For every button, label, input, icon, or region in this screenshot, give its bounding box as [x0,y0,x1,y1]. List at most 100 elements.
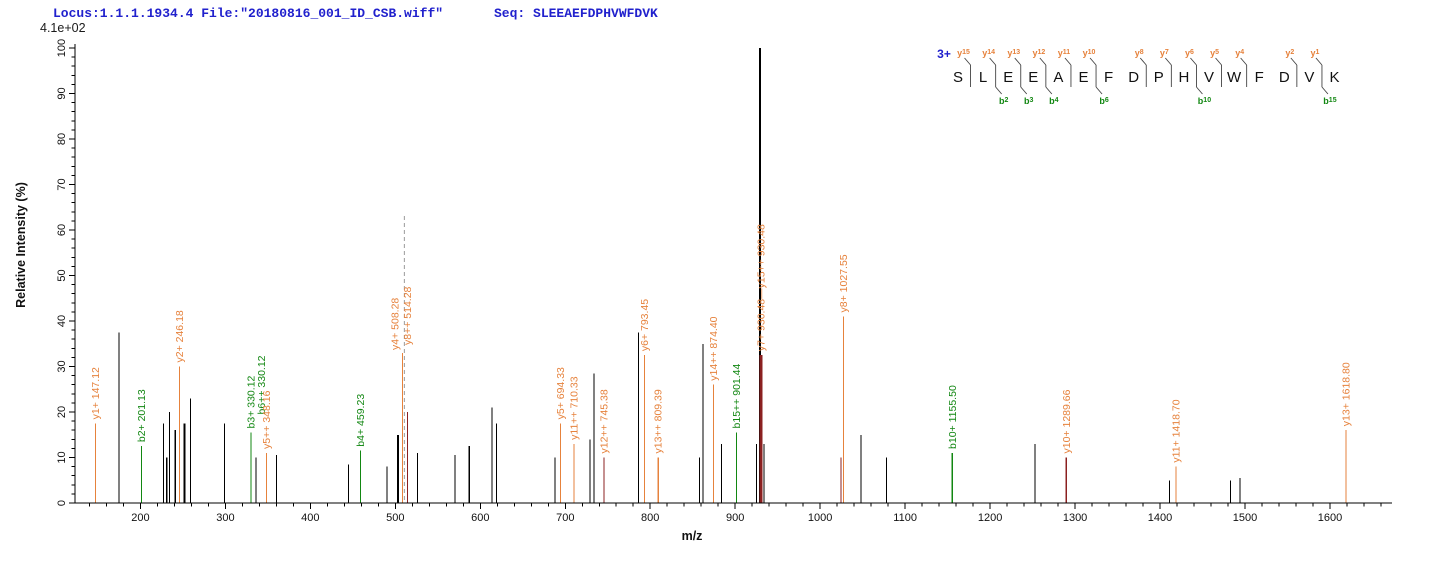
y-ion-tick [1039,57,1047,66]
y-ion-label: y11 [1058,48,1071,58]
b-ion-label: b2 [999,96,1009,106]
b-ion-label: b10 [1198,96,1211,106]
x-tick-label: 400 [301,512,319,524]
x-tick-label: 1300 [1063,512,1087,524]
y-ion-label: y5 [1210,48,1219,58]
x-tick-label: 300 [216,512,234,524]
peak-label: y11++ 710.33 [569,376,581,440]
y-ion-label: y4 [1235,48,1244,58]
peak-label: y5+ 694.33 [555,367,567,419]
y-ion-label: y8 [1135,48,1144,58]
residue-letter: S [953,69,963,86]
y-tick-label: 10 [56,451,68,463]
peak-label: y8+ 1027.55 [838,254,850,312]
y-ion-label: y13 [1007,48,1020,58]
x-axis-title: m/z [682,529,703,543]
peak-label: y12++ 745.38 [598,389,610,453]
residue-letter: F [1255,69,1264,86]
x-tick-label: 1600 [1318,512,1342,524]
b-ion-label: b4 [1049,96,1059,106]
precursor-charge-label: 3+ [937,47,951,61]
locus-file-label: Locus:1.1.1.1934.4 File:"20180816_001_ID… [53,6,444,21]
x-tick-label: 600 [471,512,489,524]
y-ion-tick [1139,57,1147,66]
y-tick-label: 30 [56,360,68,372]
y-ion-tick [964,57,971,66]
x-tick-label: 200 [131,512,149,524]
residue-letter: W [1227,69,1242,86]
y-ion-tick [1290,57,1298,66]
peak-label: b15++ 901.44 [731,363,743,428]
y-ion-tick [1014,57,1022,66]
residue-letter: V [1304,69,1314,86]
y-tick-label: 50 [56,269,68,281]
peak-label: b10+ 1155.50 [947,385,959,449]
sequence-label: Seq: SLEEAEFDPHVWFDVK [494,6,658,21]
y-ion-tick [1064,57,1072,66]
seq-value: SLEEAEFDPHVWFDVK [533,6,658,21]
residue-letter: L [979,69,987,86]
y-tick-label: 20 [56,406,68,418]
y-ion-tick [1190,57,1197,66]
residue-letter: E [1028,69,1038,86]
peak-label: y13++ 809.39 [653,389,665,453]
peak-label: b2+ 201.13 [136,389,148,442]
y-ion-label: y10 [1083,48,1096,58]
peak-label: y5++ 348.16 [261,390,273,449]
y-ion-tick [1315,57,1323,66]
x-tick-label: 900 [726,512,744,524]
y-ion-label: y14 [982,48,995,58]
b-ion-tick [1095,86,1103,95]
residue-letter: H [1178,69,1189,86]
y-tick-label: 80 [56,133,68,145]
y-ion-label: y12 [1032,48,1045,58]
b-ion-tick [1045,86,1053,95]
x-tick-label: 1400 [1148,512,1172,524]
peak-label: y2+ 246.18 [174,310,186,362]
y-tick-label: 0 [56,500,68,506]
peak-label: y7+ 930.48—y15++ 930.48 [756,224,768,351]
x-tick-label: 1000 [808,512,832,524]
y-ion-tick [1089,57,1097,66]
y-ion-label: y6 [1185,48,1194,58]
peak-label: b4+ 459.23 [355,394,367,447]
y-tick-label: 100 [56,39,68,57]
axes: 200 300 400 500 600 700 800 900 1000 1100 1200 1300… [56,39,1392,524]
header-bar: Locus:1.1.1.1934.4 File:"20180816_001_ID… [0,6,1436,26]
y-ion-tick [989,57,996,66]
b-ion-label: b15 [1323,96,1336,106]
peak-label: y6+ 793.45 [639,299,651,351]
peak-label: y1+ 147.12 [90,367,102,419]
peak-label: y8++ 514.28 [402,286,414,345]
b-ion-tick [1196,86,1203,95]
residue-letter: E [1003,69,1013,86]
residue-letter: A [1053,69,1063,86]
b-ion-tick [995,86,1002,95]
y-ion-label: y7 [1160,48,1169,58]
b-ion-label: b6 [1099,96,1109,106]
peaks-group [94,48,1347,503]
peak-label: y13+ 1618.80 [1340,362,1352,426]
peak-label: y10+ 1289.66 [1061,389,1073,453]
y-ion-tick [1240,57,1247,66]
x-tick-label: 800 [641,512,659,524]
b-ion-label: b3 [1024,96,1034,106]
residue-letter: D [1128,69,1139,86]
x-tick-label: 1200 [978,512,1002,524]
peak-label: y14++ 874.40 [708,316,720,380]
residue-letter: E [1078,69,1088,86]
y-tick-label: 60 [56,224,68,236]
b-ion-tick [1321,86,1329,95]
b-ion-tick [1020,86,1028,95]
y-ion-tick [1165,57,1172,66]
max-intensity-label: 4.1e+02 [40,21,86,35]
residue-letter: K [1329,69,1339,86]
y-ion-tick [1215,57,1222,66]
residue-letter: V [1204,69,1214,86]
peak-label: b3+ 330.12 [245,375,257,428]
x-tick-label: 500 [386,512,404,524]
y-tick-label: 70 [56,178,68,190]
